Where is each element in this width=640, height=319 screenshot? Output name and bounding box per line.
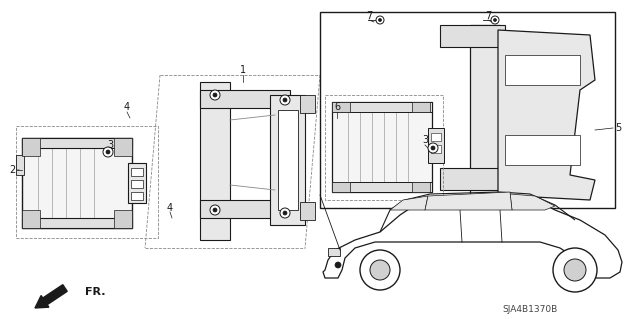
Circle shape [553, 248, 597, 292]
Bar [270, 95, 305, 225]
Bar [131, 180, 143, 188]
Circle shape [280, 95, 290, 105]
Bar [431, 145, 441, 153]
Circle shape [431, 146, 435, 150]
Bar [431, 133, 441, 141]
Bar [300, 95, 315, 113]
Bar [440, 25, 505, 47]
Text: 4: 4 [124, 102, 130, 112]
Polygon shape [510, 194, 555, 210]
FancyArrow shape [35, 285, 67, 308]
Bar [332, 182, 350, 192]
Bar [16, 155, 24, 175]
Circle shape [103, 147, 113, 157]
Bar [22, 138, 132, 228]
Circle shape [378, 19, 381, 21]
Bar [114, 138, 132, 156]
Circle shape [360, 250, 400, 290]
Circle shape [370, 260, 390, 280]
Bar [332, 182, 432, 192]
Polygon shape [498, 30, 595, 200]
Bar [128, 163, 146, 203]
Polygon shape [425, 192, 512, 210]
Bar [22, 138, 132, 148]
Bar [412, 182, 430, 192]
Circle shape [376, 16, 384, 24]
Circle shape [213, 208, 217, 212]
Circle shape [280, 208, 290, 218]
Text: SJA4B1370B: SJA4B1370B [502, 306, 557, 315]
Polygon shape [390, 196, 428, 210]
Bar [428, 128, 444, 163]
Bar [300, 202, 315, 220]
Bar [114, 210, 132, 228]
Bar [16, 126, 158, 238]
Circle shape [428, 143, 438, 153]
Circle shape [283, 211, 287, 215]
Bar [505, 55, 580, 85]
Circle shape [283, 98, 287, 102]
Circle shape [491, 16, 499, 24]
Text: 7: 7 [485, 11, 491, 21]
Circle shape [213, 93, 217, 97]
Polygon shape [200, 90, 290, 108]
Circle shape [210, 90, 220, 100]
Bar [332, 102, 432, 192]
Bar [412, 102, 430, 112]
Bar [131, 168, 143, 176]
Text: FR.: FR. [85, 287, 106, 297]
Bar [320, 12, 615, 208]
Bar [332, 102, 432, 112]
Bar [470, 25, 500, 195]
Bar [22, 138, 40, 156]
Text: 7: 7 [366, 11, 372, 21]
Bar [278, 110, 298, 210]
Text: 3: 3 [107, 140, 113, 150]
Text: 3: 3 [422, 135, 428, 145]
Polygon shape [323, 196, 622, 278]
Text: 2: 2 [9, 165, 15, 175]
Bar [325, 95, 443, 200]
Bar [328, 248, 340, 256]
Circle shape [564, 259, 586, 281]
Bar [440, 168, 505, 190]
Polygon shape [200, 82, 230, 240]
Bar [131, 192, 143, 200]
Bar [332, 102, 350, 112]
Bar [22, 210, 40, 228]
Text: 4: 4 [167, 203, 173, 213]
Bar [22, 218, 132, 228]
Circle shape [106, 150, 110, 154]
Text: 5: 5 [615, 123, 621, 133]
Text: 1: 1 [240, 65, 246, 75]
Circle shape [210, 205, 220, 215]
Circle shape [335, 262, 341, 268]
Text: 6: 6 [334, 102, 340, 112]
Bar [505, 135, 580, 165]
Circle shape [493, 19, 497, 21]
Polygon shape [200, 200, 290, 218]
